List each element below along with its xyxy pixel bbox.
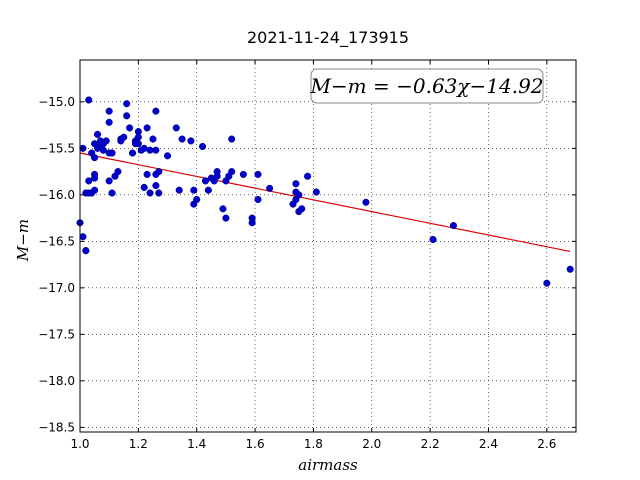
x-tick-label: 1.2: [129, 437, 148, 451]
x-tick-label: 2.4: [479, 437, 498, 451]
fit-line: [79, 152, 571, 253]
data-point: [198, 142, 207, 151]
data-point: [149, 135, 157, 143]
data-point: [163, 152, 172, 160]
data-point: [201, 177, 210, 185]
y-tick-label: −15.5: [38, 141, 75, 155]
data-point: [105, 177, 113, 185]
data-point: [292, 180, 300, 188]
data-point: [155, 189, 163, 197]
data-point: [134, 140, 142, 148]
data-point: [295, 191, 303, 199]
y-axis-label: M−m: [14, 219, 32, 262]
data-point: [123, 112, 131, 120]
data-point: [178, 135, 186, 143]
data-point: [266, 184, 274, 192]
data-point: [429, 235, 437, 244]
data-point: [140, 183, 148, 191]
data-point: [79, 233, 87, 241]
data-point: [120, 133, 128, 141]
y-tick-label: −16.0: [38, 188, 75, 202]
data-point: [204, 186, 212, 194]
data-point: [254, 195, 262, 204]
data-point: [362, 198, 370, 206]
data-point: [99, 146, 107, 154]
data-point: [143, 170, 151, 178]
data-point: [190, 186, 198, 194]
data-point: [152, 182, 160, 190]
data-point: [114, 168, 122, 176]
data-point: [566, 265, 574, 273]
data-point: [222, 214, 230, 222]
data-point: [93, 130, 102, 138]
data-point: [128, 149, 137, 157]
data-point: [155, 168, 163, 176]
data-point: [228, 135, 236, 143]
data-point: [213, 172, 221, 180]
x-tick-label: 1.4: [187, 437, 206, 451]
data-point: [91, 154, 99, 162]
y-tick-label: −17.0: [38, 281, 75, 295]
y-tick-label: −17.5: [38, 327, 75, 341]
chart-title: 2021-11-24_173915: [247, 28, 409, 48]
data-point: [134, 133, 142, 141]
data-point: [123, 100, 131, 108]
data-point: [152, 107, 160, 115]
data-point: [175, 186, 183, 194]
annotation-box: [310, 68, 544, 104]
data-point: [140, 144, 148, 152]
data-point: [187, 137, 195, 145]
x-tick-label: 2.2: [421, 437, 440, 451]
data-point: [254, 170, 262, 178]
data-point: [304, 172, 312, 180]
data-point: [105, 107, 113, 115]
x-tick-label: 1.0: [70, 437, 89, 451]
data-point: [82, 247, 90, 255]
data-point: [91, 186, 99, 194]
fit-line-group: [79, 152, 571, 253]
data-point: [449, 221, 458, 230]
data-point: [152, 146, 160, 154]
data-points: [76, 96, 574, 287]
data-point: [248, 219, 256, 227]
x-axis-label: airmass: [298, 456, 358, 474]
plot-frame: [79, 59, 577, 433]
x-tick-label: 1.6: [246, 437, 265, 451]
x-tick-label: 1.8: [304, 437, 323, 451]
data-point: [193, 195, 201, 204]
data-point: [105, 118, 113, 126]
data-point: [298, 205, 306, 213]
data-point: [172, 124, 180, 132]
fit-equation: M−m = −0.63χ−14.92: [309, 74, 543, 98]
plot-area: [80, 60, 576, 432]
data-point: [146, 189, 154, 197]
data-point: [108, 149, 116, 157]
data-point: [312, 188, 320, 196]
data-point: [219, 205, 227, 213]
data-point: [143, 124, 151, 132]
x-tick-label: 2.0: [362, 437, 381, 451]
data-point: [239, 170, 247, 178]
data-point: [228, 168, 236, 176]
ticks: 1.0 1.2 1.4 1.6 1.8 2.0 2.2 2.4 2.6 −15.0 −15.5 −16…: [38, 60, 576, 451]
data-point: [126, 124, 134, 132]
data-point: [543, 279, 551, 287]
y-tick-label: −15.0: [38, 95, 75, 109]
y-tick-label: −16.5: [38, 234, 75, 248]
data-point: [85, 96, 93, 104]
data-point: [108, 189, 116, 197]
y-tick-label: −18.0: [38, 374, 75, 388]
x-tick-label: 2.6: [537, 437, 556, 451]
data-point: [85, 177, 93, 185]
data-point: [102, 137, 110, 145]
y-tick-label: −18.5: [38, 420, 75, 434]
data-point: [91, 174, 99, 182]
